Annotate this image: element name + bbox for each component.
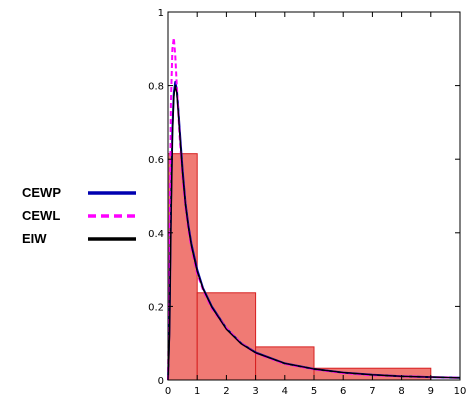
x-tick-label: 1 [194,386,200,397]
histogram-bars [167,153,432,381]
y-tick-label: 1 [158,8,164,19]
y-tick-label: 0.2 [148,302,164,313]
x-tick-label: 4 [282,386,288,397]
y-tick-label: 0.6 [148,155,164,166]
x-axis-ticks: 0 1 2 3 4 5 6 7 8 9 10 [165,12,467,397]
x-tick-label: 5 [311,386,317,397]
x-tick-label: 6 [340,386,346,397]
x-tick-label: 8 [398,386,404,397]
series-lines [167,36,461,381]
series-line-cewl [167,36,461,381]
y-axis-ticks: 0 0.2 0.4 0.6 0.8 1 [148,8,460,387]
x-tick-label: 3 [252,386,258,397]
x-tick-label: 9 [428,386,434,397]
legend: CEWP CEWL EIW [22,185,136,246]
histogram-bar-0 [167,153,198,381]
legend-label-eiw: EIW [22,231,47,246]
y-tick-label: 0 [158,376,164,387]
y-tick-label: 0.4 [148,229,164,240]
x-tick-label: 0 [165,386,171,397]
legend-label-cewl: CEWL [22,208,60,223]
histogram-bar-1 [196,292,257,381]
y-tick-label: 0.8 [148,82,164,93]
series-line-eiw [167,84,461,381]
x-tick-label: 2 [223,386,229,397]
legend-label-cewp: CEWP [22,185,61,200]
x-tick-label: 10 [454,386,467,397]
x-tick-label: 7 [369,386,375,397]
